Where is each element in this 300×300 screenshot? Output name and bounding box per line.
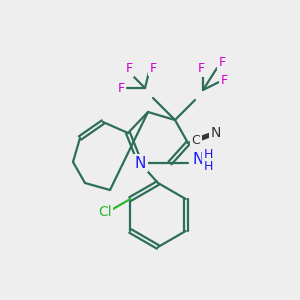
Text: H: H xyxy=(203,148,213,161)
Text: Cl: Cl xyxy=(98,205,112,219)
Text: N: N xyxy=(134,155,146,170)
Text: F: F xyxy=(218,56,226,70)
Text: F: F xyxy=(117,82,124,94)
Text: C: C xyxy=(191,134,200,147)
Text: N: N xyxy=(211,126,221,140)
Text: H: H xyxy=(203,160,213,173)
Text: N: N xyxy=(192,152,204,166)
Text: F: F xyxy=(220,74,228,86)
Text: F: F xyxy=(125,62,133,76)
Text: F: F xyxy=(149,61,157,74)
Text: F: F xyxy=(197,62,205,76)
